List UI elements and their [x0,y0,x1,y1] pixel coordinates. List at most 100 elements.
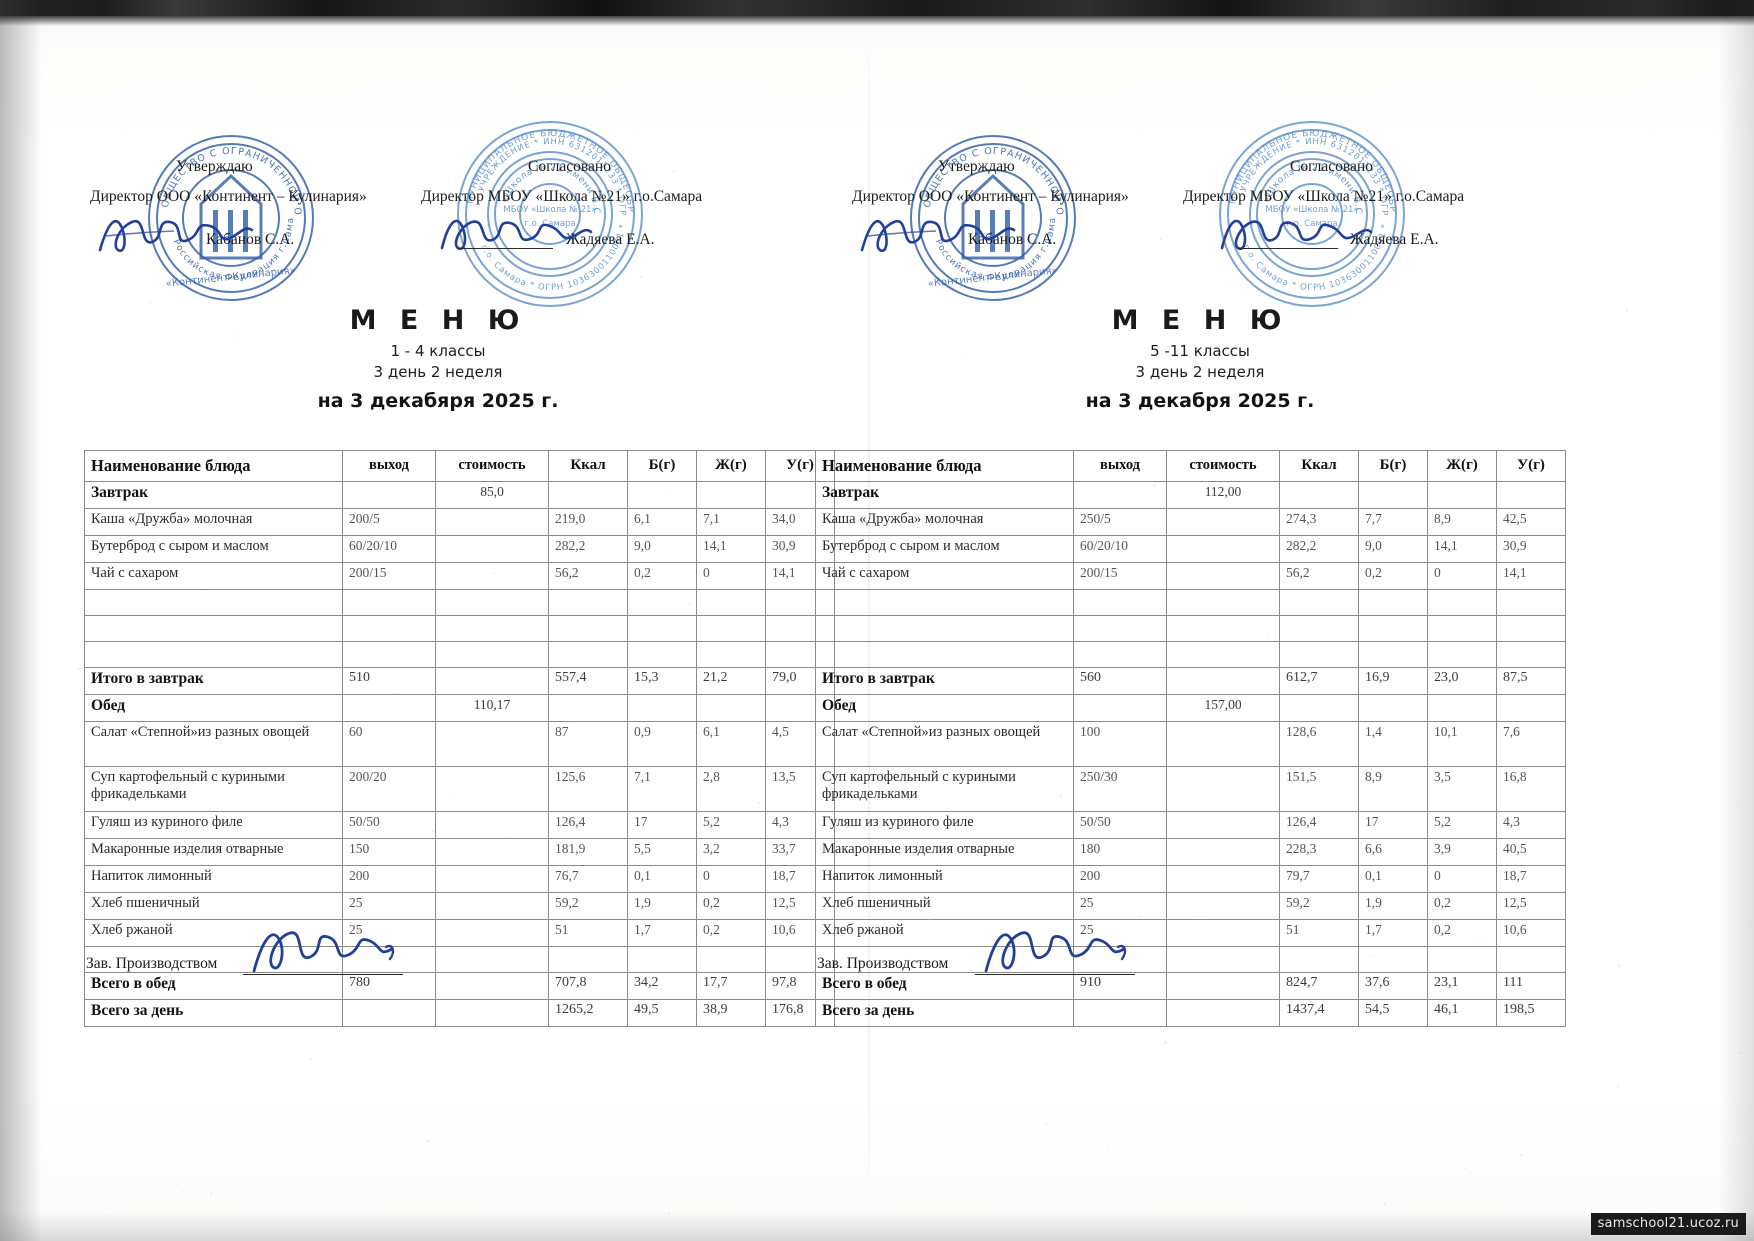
table-cell: 3,5 [1428,767,1497,812]
scan-speckle [1080,127,1081,128]
table-cell: 25 [343,893,436,920]
table-cell [1359,616,1428,642]
table-row-blank [85,616,835,642]
scan-speckle [1521,313,1522,314]
table-cell [436,947,549,973]
table-cell: 780 [343,973,436,1000]
table-cell [1497,482,1566,509]
table-cell: 85,0 [436,482,549,509]
table-cell: 51 [549,920,628,947]
menu-date-left: на 3 декабяря 2025 г. [278,390,598,412]
scan-speckle [1164,1041,1166,1043]
table-cell: Бутерброд с сыром и маслом [85,536,343,563]
table-cell [1074,695,1167,722]
menu-title-block-right: М Е Н Ю 5 -11 классы 3 день 2 неделя на … [1040,305,1360,412]
table-row-total: Всего в обед 780 707,8 34,2 17,7 97,8 [85,973,835,1000]
table-cell: 54,5 [1359,1000,1428,1027]
table-cell: 0,2 [1428,920,1497,947]
scan-speckle [149,301,151,303]
page-right-shadow [1718,0,1754,1241]
table-cell: Напиток лимонный [85,866,343,893]
table-cell: 200 [1074,866,1167,893]
table-cell [436,893,549,920]
menu-table-left: Наименование блюда выход стоимость Ккал Б(г)… [84,450,835,1027]
table-cell [1497,590,1566,616]
table-cell: 21,2 [697,668,766,695]
table-cell: 76,7 [549,866,628,893]
table-cell: 17 [628,812,697,839]
table-row-blank [85,590,835,616]
table-cell: 14,1 [697,536,766,563]
menu-table-right: Наименование блюда выход стоимость Ккал Б(г)… [815,450,1566,1027]
table-cell: 60/20/10 [1074,536,1167,563]
table-row: Макаронные изделия отварные 150 181,9 5,5 3,… [85,839,835,866]
table-cell [1074,947,1167,973]
table-row: Суп картофельный с куриными фрикаделькам… [85,767,835,812]
school-round-stamp: МУНИЦИПАЛЬНОЕ БЮДЖЕТНОЕ ОБЩЕОБРАЗОВАТЕЛЬ… [448,112,653,317]
scan-speckle [1153,484,1156,487]
table-cell [1167,947,1280,973]
table-cell: Итого в завтрак [816,668,1074,695]
table-cell: 510 [343,668,436,695]
scan-speckle [504,832,505,833]
table-cell: 25 [1074,893,1167,920]
table-cell: Гуляш из куриного филе [816,812,1074,839]
table-cell: Завтрак [85,482,343,509]
menu-week-left: 3 день 2 неделя [278,363,598,381]
scan-speckle [810,672,811,673]
table-cell: 111 [1497,973,1566,1000]
table-cell: 3,2 [697,839,766,866]
scan-speckle [951,410,953,412]
agreed-org-left: Директор МБОУ «Школа №21» г.о.Самара [421,188,702,206]
table-cell [1167,812,1280,839]
table-row: Хлеб пшеничный 25 59,2 1,9 0,2 12,5 [85,893,835,920]
table-row-total: Итого в завтрак 510 557,4 15,3 21,2 79,0 [85,668,835,695]
scan-speckle [451,792,453,794]
scan-speckle [1294,548,1295,549]
table-cell: 282,2 [1280,536,1359,563]
scan-speckle [1739,158,1741,160]
table-cell: Чай с сахаром [85,563,343,590]
menu-panel-left: ОБЩЕСТВО С ОГРАНИЧЕННОЙ ОТВЕТСТВЕННОСТЬЮ… [28,0,888,1241]
scan-speckle [625,170,627,172]
table-cell [1497,616,1566,642]
scan-speckle [308,691,309,692]
table-cell: 23,0 [1428,668,1497,695]
approve-label-right: Утверждаю [938,158,1015,176]
table-cell: Завтрак [816,482,1074,509]
table-cell [1280,482,1359,509]
table-cell: Макаронные изделия отварные [816,839,1074,866]
scan-speckle [234,771,236,773]
table-cell: 0,2 [1428,893,1497,920]
table-cell: Обед [85,695,343,722]
table-cell: Всего за день [85,1000,343,1027]
table-cell [628,695,697,722]
column-header: Ж(г) [697,451,766,482]
table-cell: 7,1 [697,509,766,536]
table-header-row: Наименование блюда выход стоимость Ккал Б(г)… [85,451,835,482]
table-cell [436,866,549,893]
table-cell: 5,2 [697,812,766,839]
scan-speckle [768,342,769,343]
signature-rule-left [458,248,553,249]
table-row: Макаронные изделия отварные 180 228,3 6,6 3,… [816,839,1566,866]
approve-org-left: Директор ООО «Континент – Кулинария» [90,188,367,206]
table-cell [436,509,549,536]
table-cell [1428,695,1497,722]
table-cell [816,616,1074,642]
table-cell: 14,1 [1497,563,1566,590]
scan-speckle [1748,922,1750,924]
table-cell [1167,536,1280,563]
table-cell [436,536,549,563]
table-cell: 228,3 [1280,839,1359,866]
table-cell: 16,9 [1359,668,1428,695]
table-row: Хлеб ржаной 25 51 1,7 0,2 10,6 [85,920,835,947]
scan-speckle [68,890,69,891]
school-round-stamp-right: МУНИЦИПАЛЬНОЕ БЮДЖЕТНОЕ ОБЩЕОБРАЗОВАТЕЛЬ… [1210,112,1415,317]
table-cell: Напиток лимонный [816,866,1074,893]
table-cell: 151,5 [1280,767,1359,812]
table-cell [549,616,628,642]
table-cell: 25 [1074,920,1167,947]
scan-speckle [352,1185,353,1186]
scan-speckle [432,830,433,831]
